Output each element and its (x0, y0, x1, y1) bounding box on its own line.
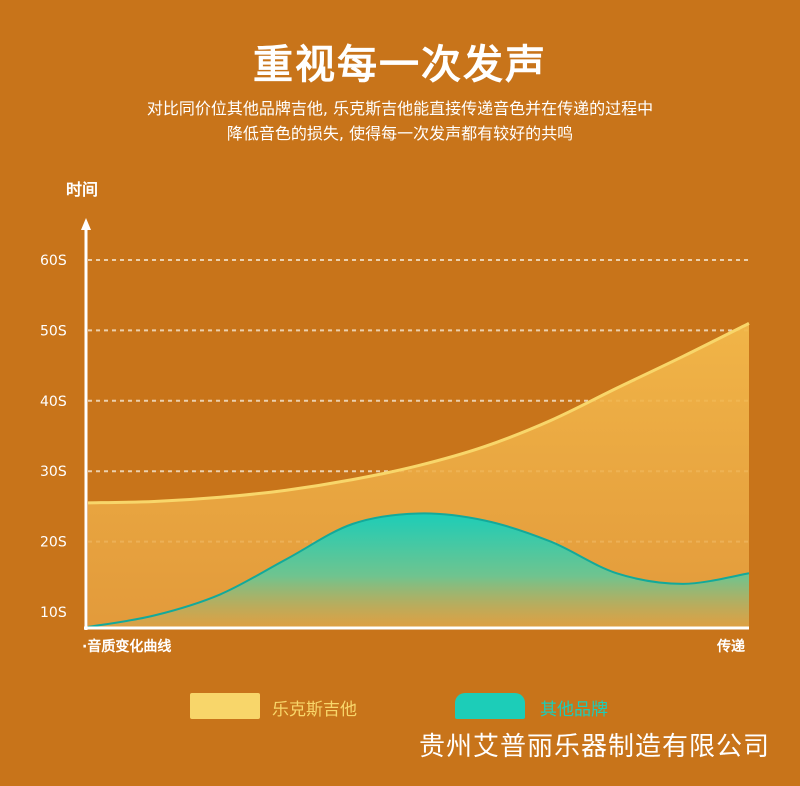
area-chart: 10S 20S 30S 40S 50S 60S 时间 ·音质变化曲线 传递 (40, 180, 750, 655)
y-axis-label: 时间 (66, 180, 98, 199)
legend-swatch-series-b (455, 693, 525, 719)
page-title: 重视每一次发声 (253, 42, 547, 88)
y-tick-label: 40S (40, 394, 67, 410)
legend-label-series-a: 乐克斯吉他 (272, 700, 357, 720)
y-tick-label: 10S (40, 605, 67, 621)
line-series-b (87, 512, 750, 628)
y-tick-label: 30S (40, 464, 67, 480)
y-axis-arrow (81, 218, 91, 230)
y-tick-label: 50S (40, 323, 67, 339)
area-fill-series-b (88, 513, 749, 627)
subtitle-line-2: 降低音色的损失, 使得每一次发声都有较好的共鸣 (226, 124, 574, 143)
page-subtitle: 对比同价位其他品牌吉他, 乐克斯吉他能直接传递音色并在传递的过程中 降低音色的损… (0, 96, 800, 146)
company-name: 贵州艾普丽乐器制造有限公司 (418, 732, 770, 762)
x-axis-label-left: ·音质变化曲线 (82, 638, 171, 655)
legend-swatch-series-a (190, 693, 260, 719)
x-axis-label-right: 传递 (716, 638, 745, 655)
legend-label-series-b: 其他品牌 (540, 700, 608, 720)
line-series-a (87, 322, 750, 505)
y-tick-label: 60S (40, 253, 67, 269)
area-fill-series-a (88, 323, 749, 627)
subtitle-line-1: 对比同价位其他品牌吉他, 乐克斯吉他能直接传递音色并在传递的过程中 (146, 99, 654, 118)
y-tick-label: 20S (40, 535, 67, 551)
